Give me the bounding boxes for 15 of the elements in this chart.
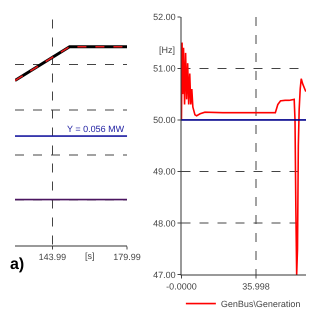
y-tick-label: 50.00 xyxy=(153,115,176,126)
annotation: Y = 0.056 MW xyxy=(67,124,125,134)
text: a) xyxy=(10,256,24,273)
y-tick-label: 49.00 xyxy=(153,166,176,177)
x-tick-label: 35.998 xyxy=(242,282,270,292)
y-tick-label: 47.00 xyxy=(153,270,176,280)
y-tick-label: 48.00 xyxy=(153,218,176,228)
x-tick-label: 179.99 xyxy=(113,252,141,262)
x-tick-label: 143.99 xyxy=(38,252,66,262)
y-axis-title: [Hz] xyxy=(159,45,176,55)
y-tick-label: 51.00 xyxy=(153,64,176,74)
x-tick-label: -0.0000 xyxy=(166,282,197,292)
x-axis-title: [s] xyxy=(85,251,95,261)
legend-label: GenBus\Generation xyxy=(220,299,300,310)
y-tick-label: 52.00 xyxy=(153,12,176,22)
